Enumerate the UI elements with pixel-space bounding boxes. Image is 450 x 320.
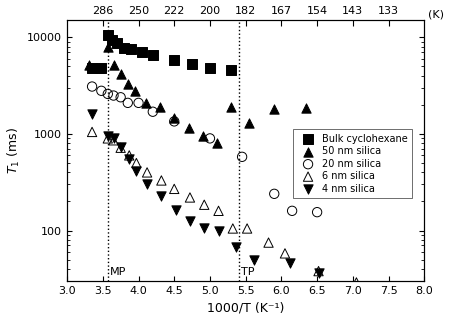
Bulk cyclohexane: [171, 58, 178, 63]
50 nm silica: [270, 107, 278, 112]
4 nm silica: [215, 228, 222, 233]
6 nm silica: [243, 226, 251, 231]
50 nm silica: [95, 66, 103, 71]
6 nm silica: [385, 284, 392, 290]
4 nm silica: [144, 181, 151, 186]
20 nm silica: [89, 84, 96, 89]
20 nm silica: [98, 88, 105, 93]
50 nm silica: [156, 105, 163, 110]
4 nm silica: [117, 144, 124, 149]
4 nm silica: [126, 156, 133, 162]
4 nm silica: [233, 244, 240, 249]
4 nm silica: [104, 133, 112, 139]
Bulk cyclohexane: [121, 45, 128, 50]
4 nm silica: [286, 260, 293, 266]
4 nm silica: [315, 271, 322, 276]
20 nm silica: [124, 100, 131, 105]
4 nm silica: [251, 257, 258, 262]
50 nm silica: [185, 125, 192, 131]
Bulk cyclohexane: [228, 68, 235, 73]
20 nm silica: [110, 93, 117, 98]
6 nm silica: [126, 153, 133, 158]
6 nm silica: [281, 251, 288, 256]
Y-axis label: $T_1$ (ms): $T_1$ (ms): [5, 127, 22, 174]
50 nm silica: [303, 106, 310, 111]
20 nm silica: [171, 119, 178, 124]
50 nm silica: [104, 44, 112, 49]
6 nm silica: [186, 195, 194, 200]
6 nm silica: [215, 208, 222, 213]
6 nm silica: [104, 136, 112, 141]
6 nm silica: [89, 129, 96, 134]
6 nm silica: [265, 240, 272, 245]
Bulk cyclohexane: [207, 66, 214, 71]
50 nm silica: [142, 100, 149, 105]
4 nm silica: [201, 226, 208, 231]
50 nm silica: [85, 62, 92, 68]
6 nm silica: [201, 202, 208, 207]
Bulk cyclohexane: [108, 37, 116, 42]
Bulk cyclohexane: [139, 50, 146, 55]
6 nm silica: [353, 280, 360, 285]
6 nm silica: [144, 170, 151, 175]
Text: MP: MP: [110, 267, 126, 277]
Text: TP: TP: [241, 267, 254, 277]
20 nm silica: [288, 208, 296, 213]
20 nm silica: [314, 210, 321, 215]
4 nm silica: [133, 169, 140, 174]
6 nm silica: [229, 226, 236, 231]
4 nm silica: [89, 112, 96, 117]
6 nm silica: [158, 178, 165, 183]
20 nm silica: [104, 91, 112, 96]
50 nm silica: [110, 62, 117, 68]
50 nm silica: [124, 81, 131, 86]
50 nm silica: [246, 120, 253, 125]
Bulk cyclohexane: [128, 47, 135, 52]
Legend: Bulk cyclohexane, 50 nm silica, 20 nm silica, 6 nm silica, 4 nm silica: Bulk cyclohexane, 50 nm silica, 20 nm si…: [293, 129, 412, 198]
20 nm silica: [238, 154, 246, 159]
4 nm silica: [110, 136, 117, 141]
50 nm silica: [213, 141, 220, 146]
20 nm silica: [207, 136, 214, 141]
4 nm silica: [158, 193, 165, 198]
50 nm silica: [171, 116, 178, 121]
4 nm silica: [186, 219, 194, 224]
20 nm silica: [135, 100, 142, 105]
X-axis label: 1000/T (K⁻¹): 1000/T (K⁻¹): [207, 301, 284, 315]
Bulk cyclohexane: [149, 53, 157, 58]
20 nm silica: [149, 109, 157, 114]
20 nm silica: [117, 95, 124, 100]
Bulk cyclohexane: [104, 33, 112, 38]
6 nm silica: [110, 138, 117, 143]
4 nm silica: [172, 207, 179, 212]
20 nm silica: [270, 191, 278, 196]
50 nm silica: [117, 71, 124, 76]
50 nm silica: [228, 105, 235, 110]
Text: (K): (K): [428, 9, 445, 19]
6 nm silica: [315, 268, 322, 274]
6 nm silica: [133, 161, 140, 166]
Bulk cyclohexane: [189, 61, 196, 67]
Bulk cyclohexane: [89, 66, 96, 71]
50 nm silica: [199, 133, 207, 139]
6 nm silica: [171, 186, 178, 191]
6 nm silica: [117, 145, 124, 150]
6 nm silica: [396, 288, 403, 293]
Bulk cyclohexane: [113, 40, 121, 45]
50 nm silica: [131, 88, 139, 93]
Bulk cyclohexane: [98, 66, 105, 71]
